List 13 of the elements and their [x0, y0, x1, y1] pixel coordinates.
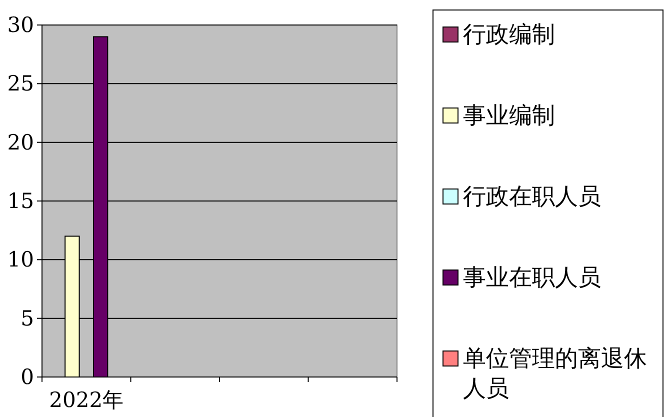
y-tick-label: 15: [7, 189, 34, 213]
legend-label: 事业在职人员: [463, 265, 601, 291]
y-tick-label: 20: [7, 130, 34, 154]
legend-label: 单位管理的离退休人员: [463, 346, 647, 402]
legend-label: 事业编制: [463, 103, 555, 129]
y-tick-label: 5: [20, 306, 34, 330]
y-tick-label: 0: [20, 365, 34, 389]
y-tick-label: 30: [7, 13, 34, 37]
x-tick-label: 2022年: [49, 388, 124, 412]
legend-label: 行政编制: [463, 22, 555, 48]
y-tick-label: 10: [7, 248, 34, 272]
y-tick-label: 25: [7, 72, 34, 96]
legend-label: 行政在职人员: [463, 184, 601, 210]
